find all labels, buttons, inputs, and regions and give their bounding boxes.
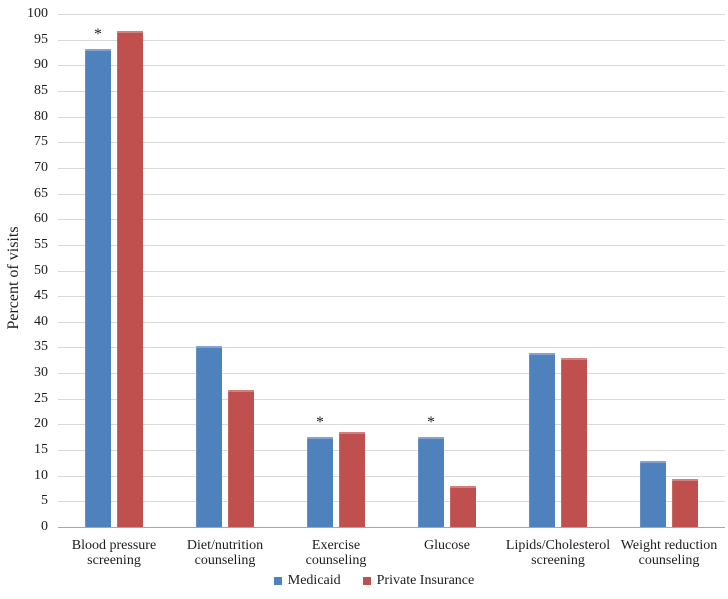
- gridline: [58, 245, 725, 246]
- legend-label: Medicaid: [287, 573, 341, 588]
- bar-medicaid: [196, 346, 222, 527]
- gridline: [58, 168, 725, 169]
- gridline: [58, 40, 725, 41]
- category-label: Exercise counseling: [305, 538, 367, 568]
- significance-asterisk: *: [94, 26, 102, 43]
- bar-medicaid: [85, 49, 111, 527]
- category-label: Lipids/Cholesterol screening: [505, 538, 611, 568]
- gridline: [58, 399, 725, 400]
- y-tick-label: 40: [34, 314, 48, 329]
- bar-medicaid: [640, 461, 666, 527]
- gridline: [58, 501, 725, 502]
- legend-swatch: [362, 577, 371, 585]
- gridline: [58, 476, 725, 477]
- legend-swatch: [273, 577, 282, 585]
- y-tick-label: 70: [34, 160, 48, 175]
- bar-private-insurance: [228, 390, 254, 527]
- y-tick-label: 5: [41, 493, 48, 508]
- y-tick-label: 50: [34, 263, 48, 278]
- bar-private-insurance: [450, 486, 476, 527]
- y-tick-label: 25: [34, 391, 48, 406]
- category-label: Diet/nutrition counseling: [186, 538, 264, 568]
- legend-item: Private Insurance: [362, 573, 475, 589]
- gridline: [58, 322, 725, 323]
- y-tick-label: 85: [34, 83, 48, 98]
- bar-medicaid: [307, 437, 333, 527]
- category-label: Blood pressure screening: [71, 538, 157, 568]
- y-tick-label: 10: [34, 468, 48, 483]
- bar-private-insurance: [672, 479, 698, 527]
- gridline: [58, 450, 725, 451]
- y-tick-label: 75: [34, 134, 48, 149]
- gridline: [58, 142, 725, 143]
- y-tick-label: 15: [34, 442, 48, 457]
- y-tick-label: 100: [27, 6, 48, 21]
- y-tick-label: 60: [34, 211, 48, 226]
- y-tick-label: 65: [34, 186, 48, 201]
- gridline: [58, 65, 725, 66]
- gridline: [58, 296, 725, 297]
- gridline: [58, 219, 725, 220]
- significance-asterisk: *: [316, 414, 324, 431]
- significance-asterisk: *: [427, 414, 435, 431]
- category-label: Glucose: [424, 538, 470, 553]
- y-tick-label: 35: [34, 339, 48, 354]
- y-tick-label: 0: [41, 519, 48, 534]
- legend: Medicaid Private Insurance: [10, 572, 728, 590]
- y-tick-label: 90: [34, 57, 48, 72]
- gridline: [58, 91, 725, 92]
- y-tick-label: 20: [34, 416, 48, 431]
- gridline: [58, 347, 725, 348]
- gridline: [58, 194, 725, 195]
- legend-item: Medicaid: [273, 573, 341, 589]
- gridline: [58, 14, 725, 15]
- category-label: Weight reduction counseling: [620, 538, 718, 568]
- gridline: [58, 271, 725, 272]
- gridline: [58, 117, 725, 118]
- legend-label: Private Insurance: [376, 573, 475, 588]
- bar-medicaid: [418, 437, 444, 527]
- y-tick-label: 80: [34, 109, 48, 124]
- x-axis-line: [58, 527, 725, 528]
- bar-medicaid: [529, 353, 555, 527]
- y-tick-label: 30: [34, 365, 48, 380]
- gridline: [58, 373, 725, 374]
- y-tick-label: 45: [34, 288, 48, 303]
- bar-private-insurance: [117, 31, 143, 527]
- gridline: [58, 424, 725, 425]
- y-tick-label: 55: [34, 237, 48, 252]
- bar-private-insurance: [339, 432, 365, 527]
- bar-private-insurance: [561, 358, 587, 527]
- y-tick-label: 95: [34, 32, 48, 47]
